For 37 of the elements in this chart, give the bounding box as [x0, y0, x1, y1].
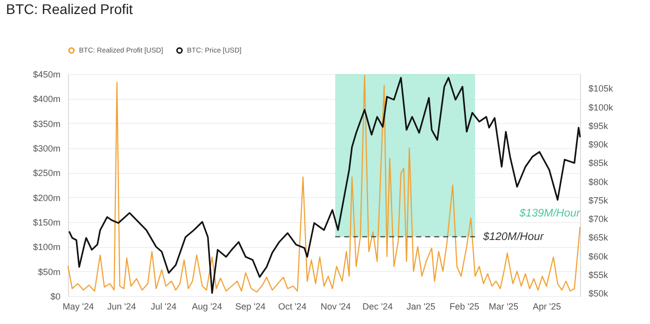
y-tick-label: $150m [32, 218, 60, 228]
y-tick-label: $0 [50, 292, 60, 302]
x-tick-label: Mar '25 [488, 302, 518, 312]
y2-tick-label: $65k [588, 232, 609, 243]
y2-tick-label: $85k [588, 158, 609, 168]
y2-tick-label: $100k [588, 102, 614, 112]
y2-tick-label: $75k [588, 195, 609, 206]
y2-tick-label: $90k [588, 140, 609, 150]
y2-tick-label: $60k [588, 251, 609, 262]
x-tick-label: Oct '24 [278, 302, 306, 312]
ref-line-label: $120M/Hour [482, 230, 545, 243]
y-tick-label: $400m [32, 94, 60, 104]
y-tick-label: $200m [32, 192, 60, 203]
x-tick-label: May '24 [62, 302, 94, 312]
x-tick-label: Jul '24 [150, 302, 176, 312]
x-tick-label: Aug '24 [192, 302, 222, 312]
y-tick-label: $300m [32, 144, 60, 154]
y-tick-label: $50m [38, 266, 60, 277]
x-tick-label: Sep '24 [235, 302, 266, 312]
x-tick-label: Feb '25 [450, 302, 480, 312]
y2-tick-label: $80k [588, 176, 609, 187]
y2-tick-label: $95k [588, 120, 609, 131]
x-tick-label: Nov '24 [320, 302, 351, 312]
y-tick-label: $100m [32, 242, 60, 252]
y2-tick-label: $70k [588, 214, 609, 224]
chart-title: BTC: Realized Profit [6, 1, 133, 17]
y-tick-label: $350m [32, 118, 60, 129]
x-tick-label: Apr '25 [532, 302, 562, 312]
annotation: $139M/Hour [518, 207, 582, 220]
y2-tick-label: $50k [588, 288, 609, 299]
x-tick-label: Jan '25 [406, 302, 436, 312]
y-tick-label: $450m [32, 70, 60, 80]
x-tick-label: Dec '24 [362, 302, 393, 312]
y2-tick-label: $55k [588, 270, 609, 280]
y-tick-label: $250m [32, 168, 60, 178]
x-tick-label: Jun '24 [107, 302, 136, 312]
y2-tick-label: $105k [588, 84, 614, 94]
